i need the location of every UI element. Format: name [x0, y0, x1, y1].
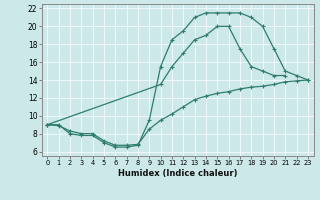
- X-axis label: Humidex (Indice chaleur): Humidex (Indice chaleur): [118, 169, 237, 178]
